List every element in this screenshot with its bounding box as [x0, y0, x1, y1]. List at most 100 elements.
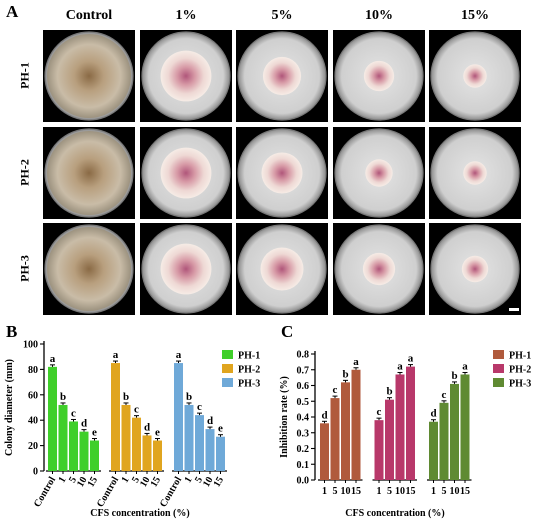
y-tick-label: 80 [28, 365, 38, 376]
fungal-colony [47, 227, 131, 311]
petri-dish-photo [236, 127, 328, 219]
x-tick-label: 1 [57, 475, 69, 485]
x-tick-label: Control [32, 475, 58, 509]
bar [111, 363, 120, 471]
column-header: 5% [271, 8, 293, 23]
row-header: PH-1 [17, 62, 32, 89]
significance-letter: a [397, 360, 403, 372]
bar [184, 404, 194, 471]
y-tick-label: 20 [28, 441, 38, 452]
bar [374, 420, 384, 480]
x-tick-label: 15 [406, 486, 416, 497]
x-tick-label: 10 [341, 486, 351, 497]
row-header: PH-3 [17, 255, 32, 282]
x-tick-label: 10 [138, 475, 153, 489]
significance-letter: b [60, 391, 66, 403]
bar [58, 404, 68, 471]
petri-dish-photo [140, 30, 232, 122]
x-tick-label: 15 [86, 475, 101, 489]
bar [195, 415, 204, 471]
x-tick-label: 10 [450, 486, 460, 497]
legend-swatch [222, 350, 233, 359]
column-header: 1% [175, 8, 197, 23]
fungal-colony [362, 252, 396, 286]
y-tick-label: 40 [28, 416, 38, 427]
x-tick-label: 5 [442, 486, 447, 497]
legend-label: PH-1 [238, 351, 260, 362]
fungal-colony [47, 34, 131, 118]
x-tick-label: 15 [212, 475, 227, 489]
significance-letter: a [353, 356, 359, 368]
fungal-colony [463, 64, 487, 88]
y-tick-label: 0.5 [297, 397, 310, 408]
y-tick-label: 100 [23, 340, 38, 351]
panel-a-label: A [6, 2, 19, 21]
fungal-colony [463, 161, 487, 185]
x-tick-label: 15 [460, 486, 470, 497]
bar [121, 404, 131, 471]
bar [330, 398, 340, 480]
significance-letter: c [197, 401, 202, 413]
legend-swatch [493, 364, 504, 373]
significance-letter: b [451, 370, 457, 382]
x-axis-label: CFS concentration (%) [345, 508, 444, 519]
bar [142, 435, 152, 471]
y-tick-label: 0.8 [297, 350, 310, 361]
significance-letter: a [408, 353, 414, 365]
legend-label: PH-3 [509, 379, 531, 390]
y-tick-label: 0.0 [297, 476, 310, 487]
significance-letter: b [386, 386, 392, 398]
significance-letter: c [71, 407, 76, 419]
petri-dish-photo [429, 223, 521, 315]
y-tick-label: 0.3 [297, 428, 310, 439]
legend-swatch [493, 378, 504, 387]
significance-letter: b [123, 391, 129, 403]
fungal-colony [365, 159, 393, 187]
bar [395, 374, 405, 480]
petri-dish-photo [333, 127, 425, 219]
bar [450, 383, 459, 480]
chart-b: 0 20 40 60 80 100 Colony diameter (mm) a Control… [0, 330, 275, 522]
significance-letter: a [462, 360, 468, 372]
significance-letter: b [186, 391, 192, 403]
petri-dish-photo [333, 30, 425, 122]
significance-letter: d [430, 408, 436, 420]
y-tick-label: 0.4 [297, 413, 310, 424]
significance-letter: a [176, 349, 182, 361]
significance-letter: b [342, 368, 348, 380]
column-header: 10% [365, 8, 393, 23]
fungal-colony [461, 255, 489, 283]
petri-dish-photo [43, 127, 135, 219]
legend-swatch [222, 364, 233, 373]
y-tick-label: 60 [28, 390, 38, 401]
panel-b-label: B [6, 322, 18, 341]
column-header: Control [65, 8, 113, 23]
fungal-colony [160, 243, 212, 295]
significance-letter: d [321, 409, 327, 421]
significance-letter: c [377, 406, 382, 418]
bar [460, 374, 470, 480]
petri-dish-photo [43, 30, 135, 122]
x-tick-label: 1 [431, 486, 436, 497]
petri-dish-photo [236, 30, 328, 122]
significance-letter: c [333, 384, 338, 396]
fungal-colony [262, 56, 302, 96]
significance-letter: e [218, 423, 223, 435]
x-tick-label: 15 [149, 475, 164, 489]
bar [385, 399, 394, 480]
significance-letter: e [155, 427, 160, 439]
petri-dish-photo [236, 223, 328, 315]
y-tick-label: 0 [33, 467, 38, 478]
bar [69, 421, 78, 471]
bar [174, 363, 183, 471]
legend-label: PH-1 [509, 351, 531, 362]
y-axis-label: Colony diameter (mm) [4, 359, 15, 456]
panel-c-label: C [281, 322, 294, 341]
legend-swatch [493, 350, 504, 359]
significance-letter: d [207, 415, 213, 427]
bar [153, 440, 162, 471]
petri-dish-photo [43, 223, 135, 315]
significance-letter: d [81, 418, 87, 430]
bar [406, 366, 415, 480]
significance-letter: a [50, 353, 56, 365]
